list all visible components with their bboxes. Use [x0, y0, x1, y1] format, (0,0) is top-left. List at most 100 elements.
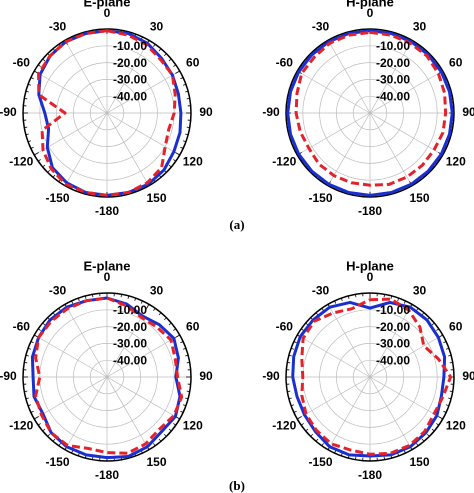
minor-tick [30, 410, 34, 413]
grid-spoke [369, 376, 413, 450]
grid-spoke [34, 334, 108, 378]
grid-spoke [369, 112, 443, 156]
angle-tick-label: 120 [183, 155, 203, 169]
grid-spoke [106, 40, 150, 114]
minor-tick [186, 362, 190, 364]
minor-tick [182, 83, 187, 86]
grid-spoke [327, 304, 371, 378]
radial-tick-label: -30.00 [376, 337, 410, 351]
minor-tick [180, 77, 184, 80]
minor-tick [293, 410, 297, 413]
angle-tick-label: 60 [449, 56, 463, 70]
pattern-line [300, 297, 453, 456]
minor-tick [305, 428, 309, 432]
chart-title: H-plane [346, 258, 394, 273]
minor-tick [186, 98, 190, 100]
minor-tick [185, 397, 189, 400]
grid-spoke [327, 376, 371, 450]
angle-tick-label: 30 [150, 283, 164, 297]
grid-spoke [64, 376, 108, 450]
angle-tick-label: 0 [367, 270, 374, 284]
minor-tick [321, 307, 324, 311]
radial-tick-label: -40.00 [113, 89, 147, 103]
grid-spoke [106, 112, 180, 156]
chart-title: E-plane [84, 0, 131, 9]
angle-tick-label: 90 [462, 369, 474, 383]
pattern-line [34, 296, 184, 455]
minor-tick [416, 443, 419, 447]
minor-tick [163, 317, 167, 321]
minor-tick [173, 159, 177, 162]
minor-tick [185, 90, 189, 93]
angle-tick-label: 60 [449, 320, 463, 334]
grid-spoke [369, 334, 443, 378]
angle-tick-label: 150 [146, 191, 166, 205]
grid-spoke [369, 70, 443, 114]
radial-tick-label: -20.00 [376, 56, 410, 70]
minor-tick [431, 428, 435, 432]
angle-tick-label: 120 [446, 155, 466, 169]
angle-tick-label: 0 [104, 6, 111, 20]
minor-tick [52, 312, 56, 316]
minor-tick [153, 43, 156, 47]
minor-tick [293, 341, 297, 344]
angle-tick-label: 90 [199, 105, 213, 119]
angle-tick-label: -90 [0, 105, 17, 119]
angle-tick-label: 150 [409, 455, 429, 469]
grid-spoke [106, 70, 180, 114]
grid-spoke [106, 376, 150, 450]
minor-tick [52, 438, 56, 442]
angle-tick-label: -120 [272, 419, 296, 433]
minor-tick [290, 404, 295, 407]
minor-tick [158, 48, 162, 52]
angle-tick-label: -30 [49, 19, 67, 33]
angle-tick-label: -90 [0, 369, 17, 383]
angle-tick-label: -180 [358, 468, 382, 482]
minor-tick [163, 433, 167, 437]
minor-tick [340, 297, 343, 302]
minor-tick [445, 404, 450, 407]
grid-spoke [327, 112, 371, 186]
minor-tick [37, 328, 41, 331]
radial-tick-label: -30.00 [113, 337, 147, 351]
minor-tick [47, 433, 51, 437]
minor-tick [383, 456, 385, 460]
minor-tick [182, 347, 187, 350]
radial-tick-label: -10.00 [113, 39, 147, 53]
grid-spoke [106, 112, 150, 186]
minor-tick [185, 133, 189, 136]
minor-tick [140, 300, 143, 304]
angle-tick-label: -120 [9, 155, 33, 169]
angle-tick-label: -90 [262, 369, 280, 383]
minor-tick [185, 354, 189, 357]
angle-tick-label: -120 [9, 419, 33, 433]
minor-tick [37, 159, 41, 162]
minor-tick [173, 64, 177, 67]
minor-tick [158, 438, 162, 442]
grid-spoke [369, 304, 413, 378]
minor-tick [168, 58, 172, 62]
angle-tick-label: 120 [183, 419, 203, 433]
grid-spoke [369, 40, 413, 114]
minor-tick [27, 140, 32, 143]
minor-tick [305, 322, 309, 326]
angle-tick-label: 0 [367, 6, 374, 20]
angle-tick-label: 60 [186, 56, 200, 70]
minor-tick [52, 174, 56, 178]
radial-tick-label: -10.00 [376, 39, 410, 53]
angle-tick-label: -90 [262, 105, 280, 119]
minor-tick [390, 295, 393, 299]
minor-tick [24, 390, 28, 392]
angle-tick-label: -150 [45, 191, 69, 205]
minor-tick [146, 304, 150, 309]
minor-tick [84, 295, 87, 299]
minor-tick [58, 443, 61, 447]
minor-tick [288, 397, 292, 400]
grid-spoke [369, 376, 443, 420]
minor-tick [30, 341, 34, 344]
angle-tick-label: -150 [308, 455, 332, 469]
minor-tick [163, 53, 167, 57]
grid-spoke [369, 112, 413, 186]
minor-tick [448, 397, 452, 400]
